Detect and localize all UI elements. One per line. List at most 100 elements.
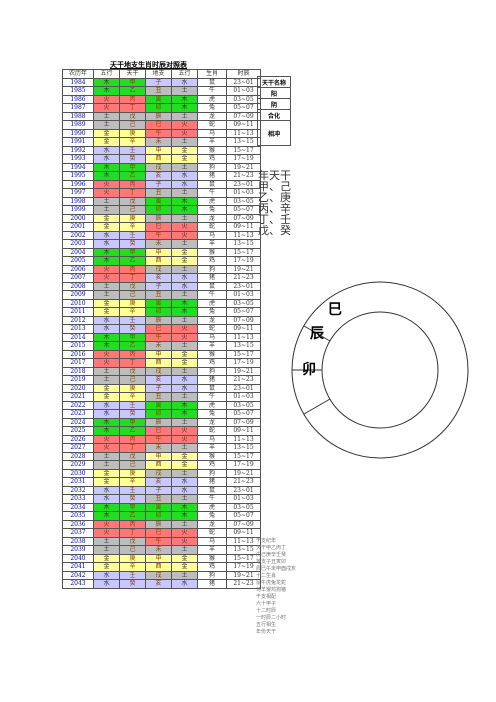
cell: 木 [171,94,198,104]
cell: 土 [171,468,198,478]
cell: 鼠 [197,179,227,189]
cell: 卯 [145,205,172,215]
cell: 午 [145,536,172,546]
cell: 辰 [145,417,172,427]
cell: 15~17 [226,145,261,155]
cell: 1984 [62,77,94,87]
cell: 2040 [62,553,94,563]
cell: 15~17 [226,451,261,461]
cell: 火 [171,222,198,232]
cell: 龙 [197,417,227,427]
cell: 2018 [62,366,94,376]
cell: 火 [93,434,120,444]
wheel-label: 辰 [310,326,325,342]
cell: 庚 [119,298,146,308]
cell: 狗 [197,366,227,376]
cell: 木 [93,247,120,257]
cell: 03~05 [226,94,261,104]
row: 1985 木乙丑土牛 01~03 [62,86,261,96]
row: 2036 火丙辰土龙 07~09 [62,519,261,529]
cell: 戊 [119,111,146,121]
row: 2002 水壬午火马 11~13 [62,230,261,240]
header-cell: 天干 [119,69,146,79]
cell: 2005 [62,256,94,266]
cell: 火 [93,349,120,359]
cell: 虎 [197,94,227,104]
cell: 1988 [62,111,94,121]
cell: 09~11 [226,426,261,436]
cell: 猴 [197,247,227,257]
side-text: 年天干 甲、己 乙、庚 丙、辛 丁、壬 戊、癸 [258,170,291,236]
cell: 羊 [197,545,227,555]
row: 1999 土己卯木兔 05~07 [62,205,261,215]
cell: 庚 [119,128,146,138]
cell: 午 [145,434,172,444]
cell: 龙 [197,111,227,121]
cell: 鼠 [197,281,227,291]
cell: 火 [171,536,198,546]
cell: 土 [171,315,198,325]
cell: 戌 [145,570,172,580]
row: 1989 土己巳火蛇 09~11 [62,120,261,130]
side-line: 年天干 [258,169,291,182]
title: 天干地支生肖时辰对照表 [110,60,187,69]
cell: 猴 [197,349,227,359]
cell: 土 [93,196,120,206]
cell: 13~15 [226,341,261,351]
row: 2038 土戊午火马 11~13 [62,536,261,546]
row: 2043 水癸亥水猪 21~23 [62,579,261,589]
cell: 05~07 [226,511,261,521]
cell: 17~19 [226,154,261,164]
wheel-label: 巳 [328,302,342,318]
cell: 木 [171,502,198,512]
row: 1990 金庚午火马 11~13 [62,128,261,138]
cell: 乙 [119,511,146,521]
cell: 2019 [62,375,94,385]
cell: 火 [93,273,120,283]
cell: 05~07 [226,409,261,419]
cell: 09~11 [226,324,261,334]
cell: 土 [171,366,198,376]
cell: 2034 [62,502,94,512]
row: 1984 木甲子水鼠 23~01 [62,77,261,87]
side-cell: 相冲 [257,120,291,146]
cell: 牛 [197,86,227,96]
cell: 03~05 [226,502,261,512]
cell: 07~09 [226,213,261,223]
cell: 牛 [197,392,227,402]
cell: 土 [171,239,198,249]
cell: 甲 [119,162,146,172]
cell: 土 [171,111,198,121]
cell: 辰 [145,111,172,121]
cell: 丁 [119,188,146,198]
row: 1992 水壬申金猴 15~17 [62,145,261,155]
cell: 金 [93,128,120,138]
cell: 2017 [62,358,94,368]
cell: 金 [171,451,198,461]
cell: 01~03 [226,392,261,402]
cell: 2022 [62,400,94,410]
cell: 火 [171,230,198,240]
cell: 水 [93,230,120,240]
cell: 火 [171,128,198,138]
cell: 丁 [119,358,146,368]
cell: 2025 [62,426,94,436]
cell: 鸡 [197,256,227,266]
cell: 1994 [62,162,94,172]
cell: 金 [171,553,198,563]
cell: 丙 [119,434,146,444]
cell: 丁 [119,443,146,453]
row: 2026 火丙午火马 11~13 [62,434,261,444]
cell: 羊 [197,341,227,351]
cell: 庚 [119,553,146,563]
cell: 木 [93,86,120,96]
cell: 申 [145,247,172,257]
cell: 兔 [197,511,227,521]
cell: 亥 [145,273,172,283]
cell: 金 [171,460,198,470]
side-row: 阳 [257,87,291,99]
cell: 丙 [119,264,146,274]
cell: 火 [93,103,120,113]
cell: 马 [197,230,227,240]
cell: 申 [145,451,172,461]
